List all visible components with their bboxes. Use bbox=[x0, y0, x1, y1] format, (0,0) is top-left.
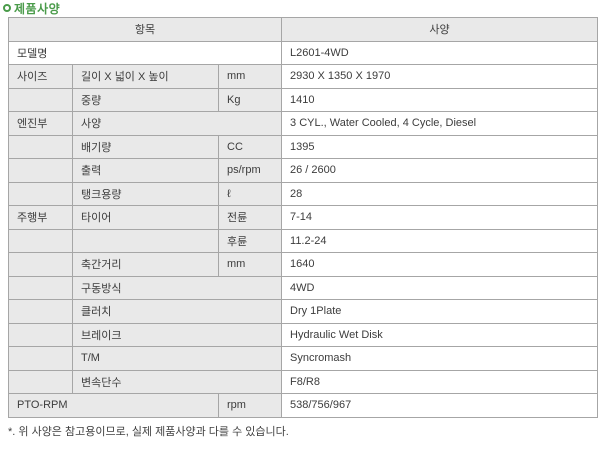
category-cell bbox=[8, 181, 73, 206]
spec-row: 사이즈 길이 X 넓이 X 높이 mm 2930 X 1350 X 1970 bbox=[8, 64, 599, 89]
spec-row: PTO-RPM rpm 538/756/967 bbox=[8, 393, 599, 418]
item-cell: T/M bbox=[71, 346, 283, 371]
category-cell bbox=[8, 322, 73, 347]
value-cell: 538/756/967 bbox=[281, 393, 599, 418]
category-cell: 모델명 bbox=[7, 40, 283, 65]
spec-row: 주행부 타이어 전륜 7-14 bbox=[8, 205, 599, 230]
value-cell: Syncromash bbox=[281, 346, 599, 371]
unit-cell: mm bbox=[217, 252, 283, 277]
value-cell: 2930 X 1350 X 1970 bbox=[281, 64, 599, 89]
category-cell bbox=[8, 369, 73, 394]
spec-row: 브레이크 Hydraulic Wet Disk bbox=[8, 322, 599, 347]
spec-table: 항목 사양 모델명 L2601-4WD 사이즈 길이 X 넓이 X 높이 mm 2930 X… bbox=[7, 17, 599, 418]
item-cell: 축간거리 bbox=[72, 252, 219, 277]
value-cell: 28 bbox=[281, 181, 599, 206]
spec-row: 후륜 11.2-24 bbox=[8, 228, 599, 253]
category-cell bbox=[8, 275, 73, 300]
value-cell: 1395 bbox=[281, 134, 599, 159]
value-cell: 11.2-24 bbox=[281, 228, 599, 253]
bullet-icon bbox=[3, 4, 11, 12]
item-cell: 변속단수 bbox=[71, 369, 283, 394]
spec-row: 탱크용량 ℓ 28 bbox=[8, 181, 599, 206]
unit-cell: ℓ bbox=[217, 181, 283, 206]
item-cell: 출력 bbox=[72, 158, 219, 183]
spec-row: 출력 ps/rpm 26 / 2600 bbox=[8, 158, 599, 183]
item-cell: 길이 X 넓이 X 높이 bbox=[72, 64, 219, 89]
item-cell: 탱크용량 bbox=[72, 181, 219, 206]
item-cell bbox=[72, 228, 219, 253]
spec-row: 구동방식 4WD bbox=[8, 275, 599, 300]
header-row: 항목 사양 bbox=[7, 17, 599, 42]
spec-table-body: 모델명 L2601-4WD 사이즈 길이 X 넓이 X 높이 mm 2930 X 1350… bbox=[7, 40, 599, 418]
page-title: 제품사양 bbox=[3, 1, 61, 16]
value-cell: Hydraulic Wet Disk bbox=[281, 322, 599, 347]
unit-cell: ps/rpm bbox=[217, 158, 283, 183]
category-cell: 엔진부 bbox=[8, 111, 73, 136]
spec-table-head: 항목 사양 bbox=[7, 17, 599, 42]
category-cell bbox=[8, 134, 73, 159]
item-cell: 사양 bbox=[71, 111, 283, 136]
category-cell bbox=[8, 87, 73, 112]
item-cell: 중량 bbox=[72, 87, 219, 112]
value-cell: L2601-4WD bbox=[281, 40, 599, 65]
item-cell: 배기량 bbox=[72, 134, 219, 159]
category-cell bbox=[8, 346, 73, 371]
spec-row: T/M Syncromash bbox=[8, 346, 599, 371]
category-cell: 사이즈 bbox=[8, 64, 73, 89]
unit-cell: CC bbox=[217, 134, 283, 159]
spec-row: 축간거리 mm 1640 bbox=[8, 252, 599, 277]
category-cell bbox=[8, 252, 73, 277]
footnote: *. 위 사양은 참고용이므로, 실제 제품사양과 다를 수 있습니다. bbox=[8, 426, 289, 438]
category-cell: 주행부 bbox=[8, 205, 73, 230]
spec-row: 엔진부 사양 3 CYL., Water Cooled, 4 Cycle, Dies… bbox=[8, 111, 599, 136]
column-header: 사양 bbox=[281, 17, 599, 42]
value-cell: 1410 bbox=[281, 87, 599, 112]
item-cell: 타이어 bbox=[72, 205, 219, 230]
unit-cell: 전륜 bbox=[217, 205, 283, 230]
value-cell: F8/R8 bbox=[281, 369, 599, 394]
category-cell bbox=[8, 299, 73, 324]
spec-row: 변속단수 F8/R8 bbox=[8, 369, 599, 394]
category-cell bbox=[8, 158, 73, 183]
spec-row: 모델명 L2601-4WD bbox=[7, 40, 599, 65]
item-cell: 구동방식 bbox=[71, 275, 283, 300]
unit-cell: 후륜 bbox=[217, 228, 283, 253]
value-cell: Dry 1Plate bbox=[281, 299, 599, 324]
column-header: 항목 bbox=[7, 17, 283, 42]
category-cell bbox=[8, 228, 73, 253]
spec-row: 클러치 Dry 1Plate bbox=[8, 299, 599, 324]
item-cell: 브레이크 bbox=[71, 322, 283, 347]
value-cell: 3 CYL., Water Cooled, 4 Cycle, Diesel bbox=[281, 111, 599, 136]
unit-cell: Kg bbox=[217, 87, 283, 112]
value-cell: 1640 bbox=[281, 252, 599, 277]
item-cell: 클러치 bbox=[71, 299, 283, 324]
unit-cell: mm bbox=[217, 64, 283, 89]
value-cell: 4WD bbox=[281, 275, 599, 300]
unit-cell: rpm bbox=[217, 393, 283, 418]
category-cell: PTO-RPM bbox=[8, 393, 219, 418]
page-title-text: 제품사양 bbox=[14, 1, 61, 16]
spec-row: 중량 Kg 1410 bbox=[8, 87, 599, 112]
value-cell: 7-14 bbox=[281, 205, 599, 230]
value-cell: 26 / 2600 bbox=[281, 158, 599, 183]
spec-row: 배기량 CC 1395 bbox=[8, 134, 599, 159]
